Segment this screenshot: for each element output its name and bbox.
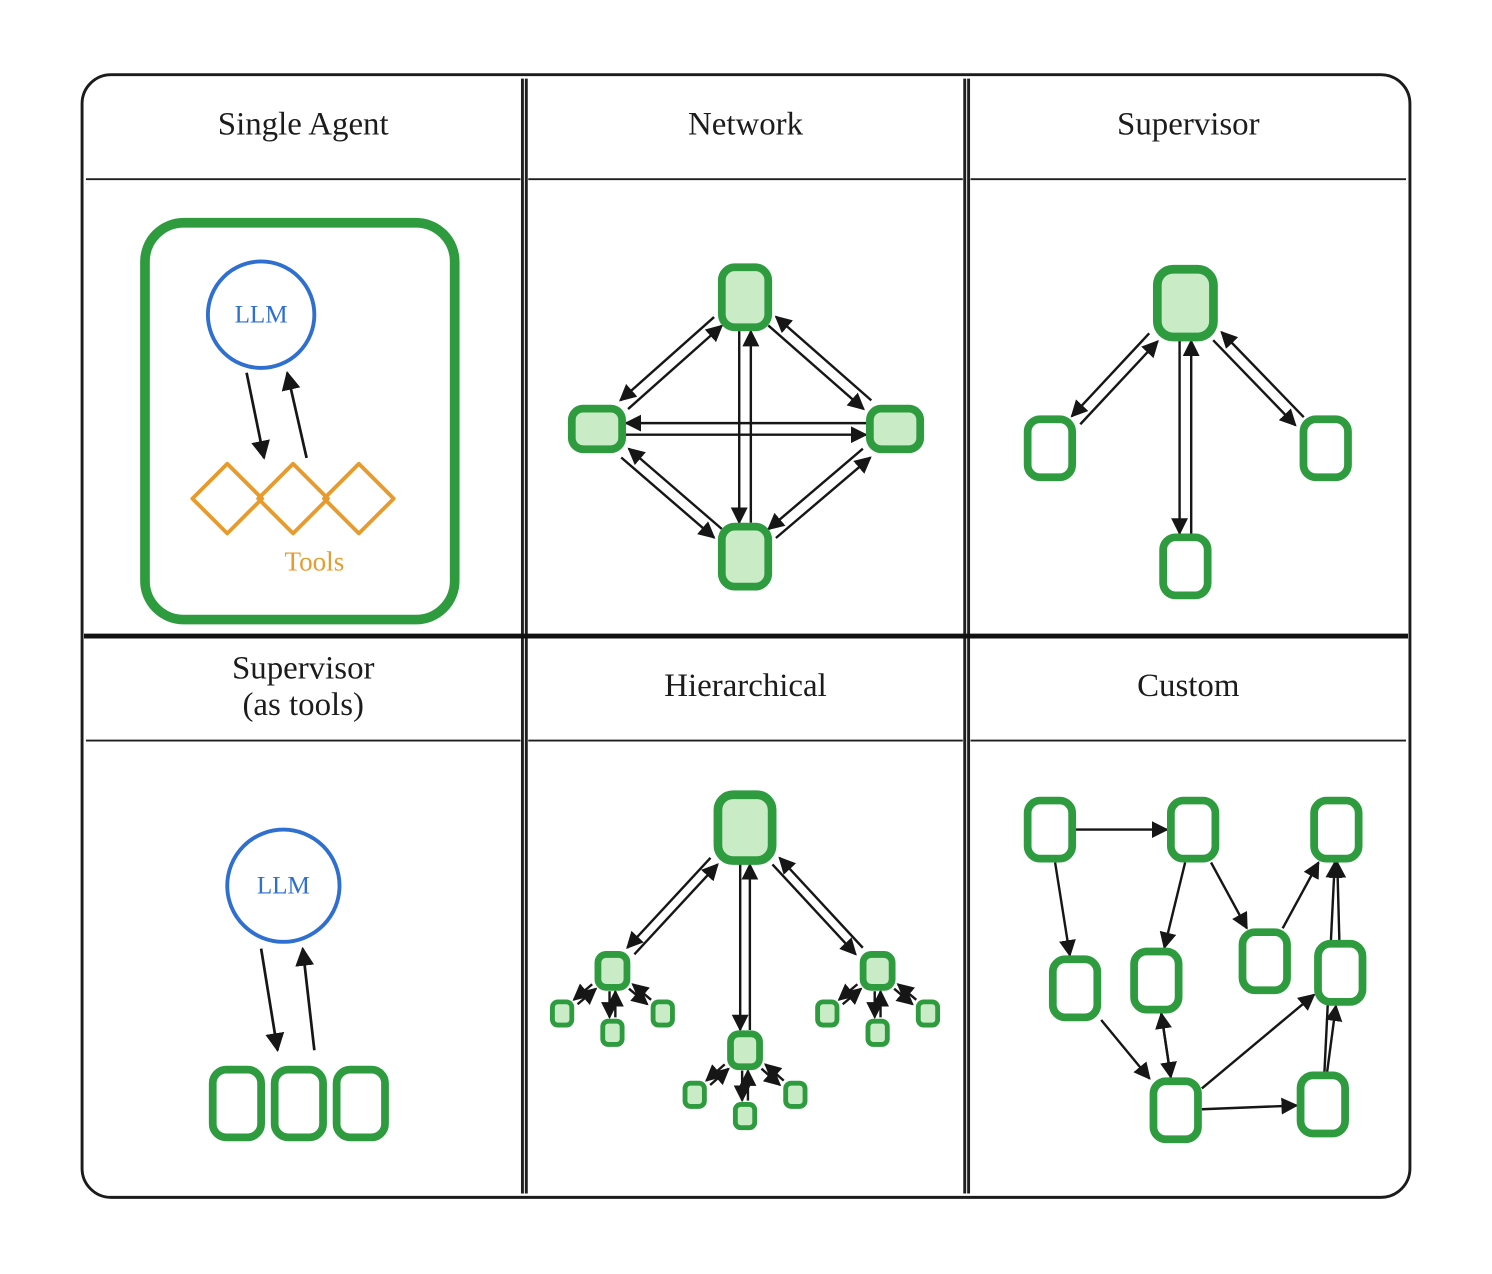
cell-title-custom: Custom xyxy=(1137,668,1240,704)
cell-title-single-agent: Single Agent xyxy=(218,107,389,143)
diagram-frame: Single AgentNetworkSupervisorSupervisor(… xyxy=(24,24,1468,1250)
tools-label: Tools xyxy=(284,547,344,577)
cell-title-hierarchical: Hierarchical xyxy=(664,668,827,704)
cell-title-supervisor-tools: (as tools) xyxy=(242,687,364,723)
cell-title-network: Network xyxy=(688,107,804,143)
cell-title-supervisor-tools: Supervisor xyxy=(232,650,375,686)
cell-title-supervisor: Supervisor xyxy=(1117,107,1260,143)
llm-label: LLM xyxy=(235,301,288,328)
llm-label-2: LLM xyxy=(257,872,310,899)
diagram-svg: Single AgentNetworkSupervisorSupervisor(… xyxy=(24,24,1468,1250)
